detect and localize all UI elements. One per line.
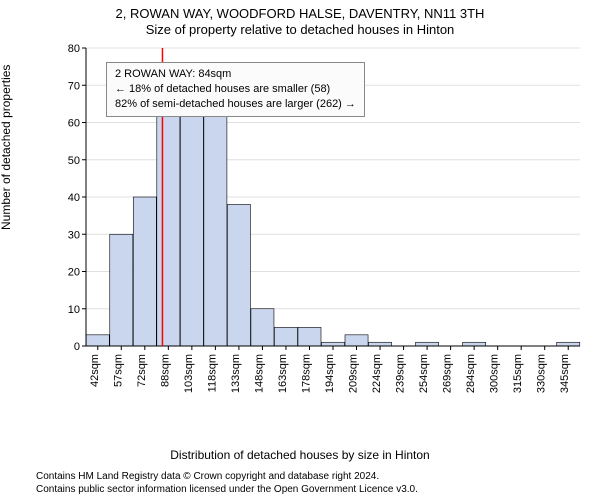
x-tick-label: 209sqm: [348, 354, 360, 393]
histogram-bar: [298, 327, 321, 346]
x-tick-label: 254sqm: [418, 354, 430, 393]
y-tick-label: 80: [68, 43, 80, 55]
annotation-box: 2 ROWAN WAY: 84sqm ← 18% of detached hou…: [106, 62, 365, 117]
histogram-bar: [345, 335, 368, 346]
x-tick-label: 88sqm: [159, 354, 171, 387]
chart-container: 2, ROWAN WAY, WOODFORD HALSE, DAVENTRY, …: [0, 0, 600, 500]
histogram-bar: [133, 197, 156, 346]
annotation-line2: ← 18% of detached houses are smaller (58…: [115, 82, 356, 97]
histogram-bar: [157, 115, 180, 346]
histogram-bar: [557, 342, 580, 346]
y-tick-label: 20: [68, 267, 80, 279]
x-tick-label: 330sqm: [536, 354, 548, 393]
y-tick-label: 50: [68, 155, 80, 167]
x-tick-label: 163sqm: [277, 354, 289, 393]
annotation-line1: 2 ROWAN WAY: 84sqm: [115, 67, 356, 82]
x-tick-label: 300sqm: [489, 354, 501, 393]
y-tick-label: 70: [68, 80, 80, 92]
x-tick-label: 345sqm: [559, 354, 571, 393]
x-tick-label: 118sqm: [206, 354, 218, 392]
x-tick-label: 148sqm: [253, 354, 265, 393]
x-tick-label: 103sqm: [183, 354, 195, 393]
x-tick-label: 269sqm: [442, 354, 454, 393]
footnote-line1: Contains HM Land Registry data © Crown c…: [36, 471, 418, 484]
x-tick-label: 42sqm: [89, 354, 101, 387]
chart-title-line1: 2, ROWAN WAY, WOODFORD HALSE, DAVENTRY, …: [0, 6, 600, 21]
y-tick-label: 40: [68, 192, 80, 204]
histogram-bar: [86, 335, 109, 346]
histogram-bar: [416, 342, 439, 346]
x-axis-label: Distribution of detached houses by size …: [0, 448, 600, 462]
y-tick-label: 10: [68, 304, 80, 316]
histogram-bar: [251, 309, 274, 346]
histogram-bar: [369, 342, 392, 346]
histogram-bar: [463, 342, 486, 346]
x-tick-label: 315sqm: [512, 354, 524, 393]
histogram-bar: [274, 327, 297, 346]
y-axis-label: Number of detached properties: [0, 65, 13, 230]
histogram-bar: [110, 234, 133, 346]
y-tick-label: 0: [74, 341, 80, 353]
x-tick-label: 178sqm: [300, 354, 312, 393]
histogram-bar: [204, 115, 227, 346]
x-tick-label: 224sqm: [371, 354, 383, 393]
x-tick-label: 57sqm: [112, 354, 124, 387]
x-tick-label: 239sqm: [395, 354, 407, 393]
x-tick-label: 72sqm: [136, 354, 148, 387]
footnote-line2: Contains public sector information licen…: [36, 484, 418, 497]
histogram-bar: [227, 204, 250, 346]
annotation-line3: 82% of semi-detached houses are larger (…: [115, 97, 356, 112]
x-tick-label: 194sqm: [324, 354, 336, 393]
chart-title-line2: Size of property relative to detached ho…: [0, 22, 600, 37]
histogram-bar: [180, 104, 203, 346]
y-tick-label: 30: [68, 229, 80, 241]
y-tick-label: 60: [68, 118, 80, 130]
x-tick-label: 133sqm: [230, 354, 242, 393]
histogram-bar: [321, 342, 344, 346]
footnote: Contains HM Land Registry data © Crown c…: [36, 471, 418, 496]
x-tick-label: 284sqm: [465, 354, 477, 393]
